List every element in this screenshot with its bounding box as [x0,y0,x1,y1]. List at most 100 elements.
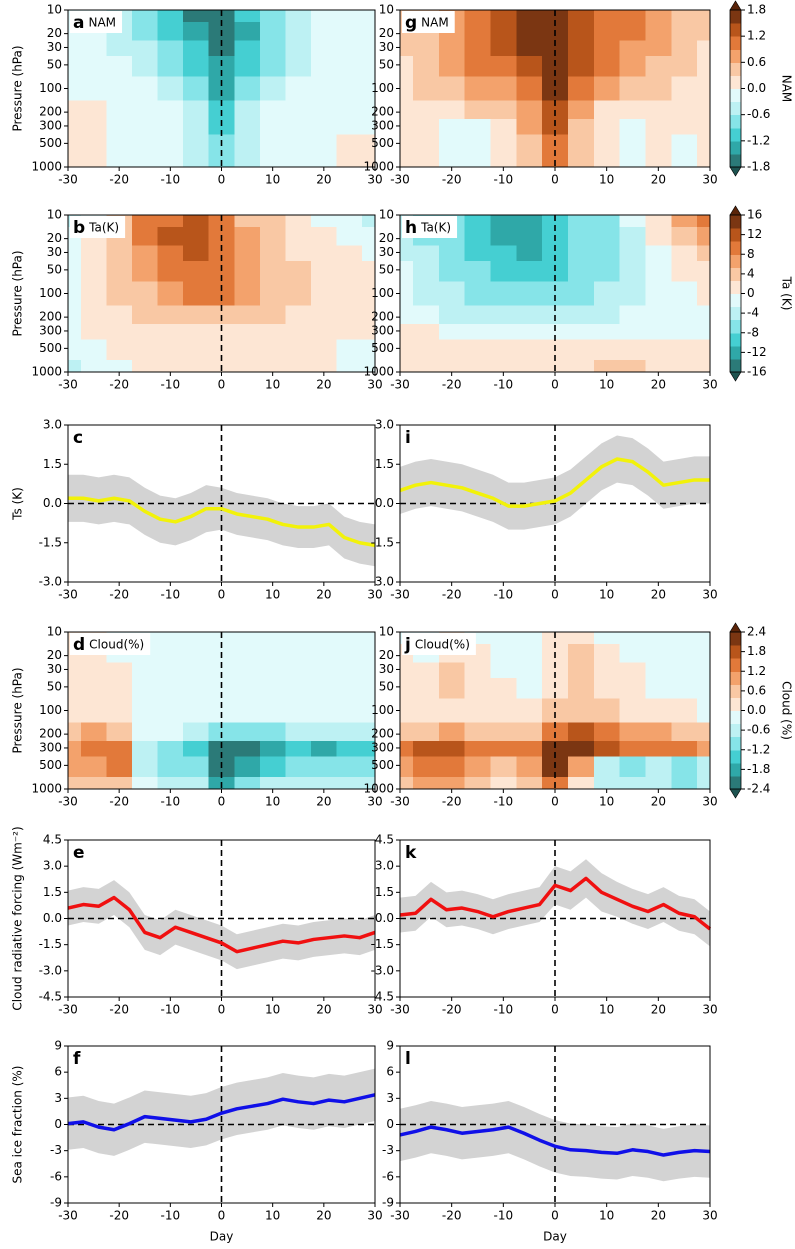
heat-cell [567,360,595,373]
heat-cell [671,662,698,679]
heat-cell [131,261,159,283]
x-tick-label: 30 [367,173,382,187]
heat-cell [516,119,543,136]
heat-cell [183,261,210,283]
y-tick-label: 3.0 [375,859,394,873]
heat-cell [208,662,235,679]
heat-cell [234,281,261,306]
heat-cell [400,305,414,325]
heat-cell [516,662,543,679]
heat-cell [183,21,210,42]
heat-cell [645,698,672,723]
heat-cell [106,245,133,262]
heat-cell [567,722,595,742]
colorbar-tick-label: -0.6 [747,107,770,121]
heat-cell [593,245,621,262]
heat-cell [311,226,338,247]
heat-cell [438,722,466,742]
heat-cell [400,76,414,101]
heat-cell [234,155,261,168]
x-tick-label: -20 [109,795,129,809]
heat-cell [183,56,210,78]
heat-cell [516,722,543,742]
heat-cell [490,226,517,247]
heat-cell [285,360,312,373]
heat-cell [183,134,210,156]
heat-cell [438,119,466,136]
heat-cell [157,134,184,156]
heat-cell [464,21,492,42]
x-tick-label: 30 [367,588,382,602]
heat-cell [68,360,82,373]
heat-cell [208,741,235,758]
heat-cell [697,281,711,306]
y-tick-label: 1.5 [375,457,394,471]
heat-cell [400,261,414,283]
heat-cell [311,281,338,306]
heat-cell [131,281,159,306]
heat-cell [68,119,82,136]
y-tick-label: 300 [39,118,62,132]
panel: -30 -20 -10 0 10 20 30102030501002003005001000… [11,208,383,392]
panel-letter: f [73,1049,81,1069]
heat-cell [412,722,440,742]
heat-cell [619,119,647,136]
heat-cell [131,10,159,23]
y-tick-label: 500 [39,136,62,150]
x-tick-label: 30 [367,1003,382,1017]
heat-cell [516,741,543,758]
y-tick-label: 500 [371,758,394,772]
heat-cell [183,360,210,373]
y-tick-label: 300 [371,323,394,337]
heat-cell [259,643,287,664]
heat-cell [131,756,159,778]
label-box [402,11,455,33]
y-axis-label: Pressure (hPa) [11,250,25,336]
heat-cell [336,134,363,156]
heat-cell [336,339,363,361]
colorbar-bin [730,241,741,255]
y-axis-label: Cloud radiative forcing (Wm⁻²) [11,826,25,1010]
panel-letter: e [73,843,85,863]
heat-cell [362,226,376,247]
y-tick-label: 10 [47,625,62,639]
heat-cell [362,698,376,723]
heat-cell [183,777,210,790]
heat-cell [259,360,287,373]
colorbar-bin [730,101,741,116]
x-tick-label: -30 [390,588,410,602]
heat-cell [285,632,312,645]
x-tick-label: -20 [442,1003,462,1017]
heat-cell [645,134,672,156]
heat-cell [697,698,711,723]
heat-cell [438,40,466,57]
heat-cell [285,324,312,341]
heat-cell [619,698,647,723]
panel-letter: h [405,218,417,238]
heat-cell [80,119,107,136]
colorbar-tick-label: 0.0 [747,81,766,95]
heat-cell [336,305,363,325]
heat-cell [645,40,672,57]
heat-cell [336,119,363,136]
heat-cell [567,56,595,78]
heat-cell [106,698,133,723]
heat-cell [106,261,133,283]
heat-cell [311,134,338,156]
heat-cell [311,643,338,664]
colorbar-tick-label: 0.6 [747,683,766,697]
heat-cell [131,56,159,78]
heat-cell [400,678,414,700]
heat-cell [619,261,647,283]
heat-cell [438,777,466,790]
heat-cell [234,360,261,373]
heat-cell [567,777,595,790]
x-tick-label: 30 [702,173,717,187]
heat-cell [208,10,235,23]
x-tick-label: 10 [599,173,614,187]
heat-cell [68,155,82,168]
heat-cell [336,662,363,679]
heat-cell [567,281,595,306]
heat-cell [131,76,159,101]
